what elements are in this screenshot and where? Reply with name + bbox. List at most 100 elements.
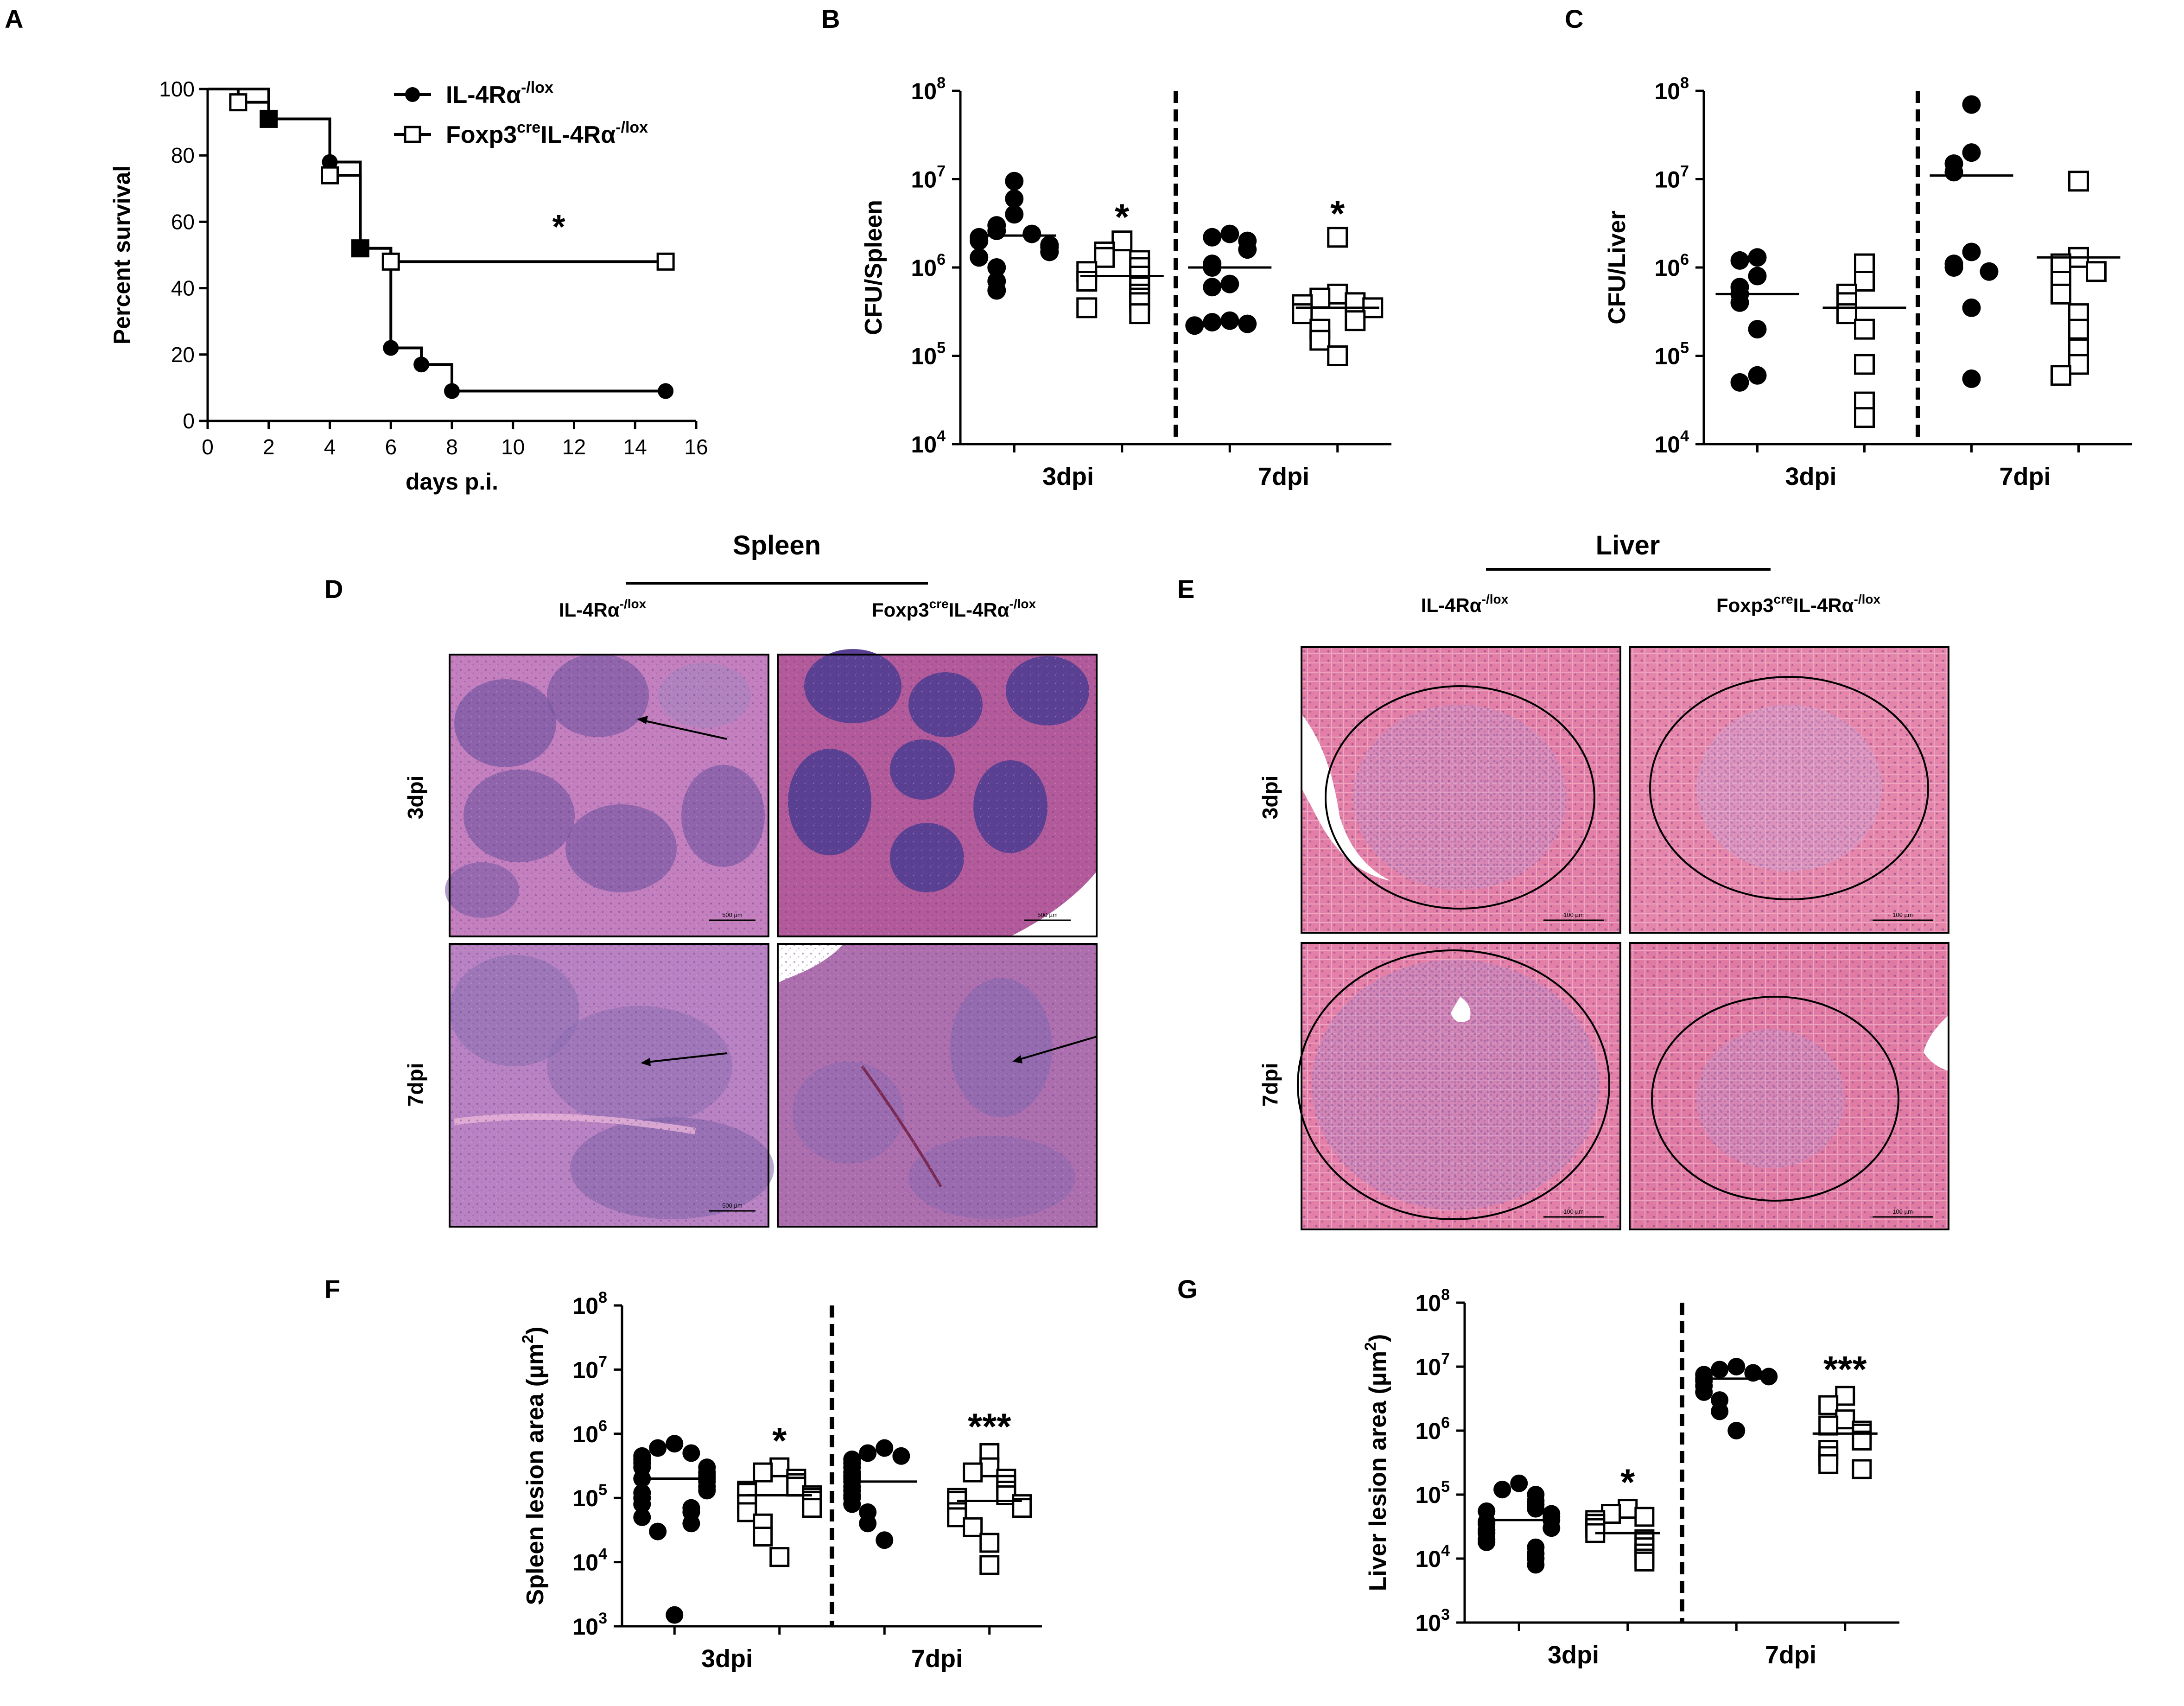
y-tick-label: 106	[572, 1417, 607, 1447]
data-point	[1493, 1481, 1511, 1499]
y-tick-base: 10	[1415, 1610, 1441, 1636]
data-point	[1220, 274, 1239, 293]
legend-ko-prefix-sup: cre	[517, 119, 540, 136]
data-point	[979, 1457, 1000, 1477]
data-point	[1748, 366, 1767, 385]
x-tick-label: 6	[385, 435, 397, 459]
data-point	[753, 1527, 773, 1547]
y-axis-label-unit: µm	[522, 1343, 549, 1379]
liver-row-3dpi: 3dpi	[1258, 776, 1282, 820]
data-point	[1527, 1556, 1545, 1574]
spleen-col-wt-label: IL-4Rα	[559, 599, 620, 621]
data-point	[1695, 1383, 1713, 1401]
spleen-row-3dpi: 3dpi	[403, 776, 427, 820]
data-point	[1238, 240, 1257, 259]
y-tick-exponent: 8	[937, 74, 946, 92]
y-tick-base: 10	[911, 432, 937, 458]
data-point	[1744, 1364, 1762, 1382]
panel-letter-b: B	[821, 4, 840, 33]
significance-annotation: *	[1115, 197, 1130, 238]
scale-bar-label: 500 µm	[722, 1202, 743, 1209]
spleen-col-wt-sup: -/lox	[620, 597, 647, 611]
data-point	[1238, 314, 1257, 333]
data-point	[2068, 171, 2089, 192]
data-point	[658, 383, 674, 399]
x-tick-label: 2	[263, 435, 275, 459]
svg-text:Foxp3creIL-4Rα-/lox: Foxp3creIL-4Rα-/lox	[872, 597, 1036, 621]
svg-text:IL-4Rα-/lox: IL-4Rα-/lox	[1421, 592, 1509, 616]
liver-col-wt-sup: -/lox	[1482, 592, 1509, 606]
data-point	[1327, 227, 1348, 248]
data-point	[1730, 293, 1749, 312]
data-point	[1760, 1368, 1778, 1386]
spleen-col-ko-mid: IL-4Rα	[949, 599, 1009, 621]
data-point	[1748, 248, 1767, 267]
y-axis-label-unit: µm	[1365, 1351, 1391, 1386]
spleen-col-ko-prefix: Foxp3	[872, 599, 929, 621]
y-tick-label: 60	[171, 210, 195, 234]
legend-wt-label: IL-4Rα	[446, 82, 521, 108]
legend-ko-sup: -/lox	[616, 119, 648, 136]
y-tick-exponent: 3	[1441, 1606, 1450, 1623]
x-axis-label: days p.i.	[406, 469, 498, 495]
data-point	[666, 1606, 684, 1624]
y-tick-base: 10	[911, 344, 937, 369]
data-point	[1727, 1358, 1746, 1375]
data-point	[1040, 242, 1059, 261]
data-point	[1944, 163, 1963, 182]
data-point	[1854, 407, 1875, 428]
data-point	[2068, 318, 2089, 340]
spleen-image-wt-7dpi: 500 µm	[449, 943, 774, 1228]
y-tick-base: 10	[911, 255, 937, 281]
data-point	[1835, 1409, 1855, 1430]
y-axis-label: Percent survival	[109, 166, 135, 344]
data-point	[753, 1462, 773, 1483]
liver-col-ko-prefix: Foxp3	[1716, 594, 1774, 616]
spleen-histology-panel: Spleen IL-4Rα-/lox Foxp3creIL-4Rα-/lox 3…	[403, 530, 1098, 1228]
panel-letter-f: F	[324, 1274, 340, 1304]
category-label: 3dpi	[1785, 463, 1836, 490]
data-point	[769, 1547, 790, 1567]
data-point	[1962, 298, 1981, 317]
data-point	[859, 1444, 877, 1462]
liver-image-ko-7dpi: 100 µm	[1629, 942, 1949, 1230]
y-tick-exponent: 8	[1680, 74, 1689, 92]
data-point	[1852, 1459, 1872, 1479]
y-axis-label-exp: 2	[1362, 1342, 1379, 1351]
scale-bar-label: 100 µm	[1892, 1208, 1913, 1215]
data-point	[1005, 189, 1024, 208]
data-point	[413, 356, 430, 373]
y-tick-label: 108	[1654, 74, 1689, 104]
scale-bar-label: 500 µm	[722, 911, 743, 918]
liver-col-ko-sup: -/lox	[1854, 592, 1881, 606]
y-tick-exponent: 6	[1441, 1414, 1450, 1432]
data-point	[1962, 369, 1981, 388]
category-label: 7dpi	[911, 1645, 963, 1673]
data-point	[1962, 143, 1981, 162]
spleen-col-ko-sup: -/lox	[1009, 597, 1036, 611]
y-tick-label: 108	[1415, 1286, 1450, 1316]
y-tick-exponent: 5	[1441, 1478, 1450, 1496]
y-axis-label-end: )	[1365, 1334, 1391, 1342]
scale-bar-label: 100 µm	[1563, 911, 1584, 918]
liver-header: Liver	[1596, 530, 1660, 560]
significance-annotation: *	[1330, 193, 1345, 234]
data-point	[649, 1439, 667, 1457]
y-tick-label: 104	[572, 1546, 607, 1576]
data-point	[1327, 345, 1348, 366]
data-point	[1203, 313, 1222, 332]
legend-marker-filled-circle	[405, 87, 420, 102]
data-point	[1730, 373, 1749, 392]
y-tick-label: 40	[171, 276, 195, 300]
data-point	[979, 1555, 1000, 1575]
category-label: 7dpi	[1258, 463, 1309, 490]
panel-letter-a: A	[5, 4, 23, 33]
data-point	[970, 248, 989, 267]
data-point	[802, 1498, 822, 1518]
y-axis-label: CFU/Spleen	[860, 200, 887, 335]
svg-text:Foxp3creIL-4Rα-/lox: Foxp3creIL-4Rα-/lox	[446, 119, 648, 148]
category-label: 7dpi	[1999, 463, 2051, 490]
lesion-outline	[1297, 949, 1610, 1220]
liver-col-ko-prefix-sup: cre	[1774, 592, 1793, 606]
data-point	[1980, 262, 1999, 281]
